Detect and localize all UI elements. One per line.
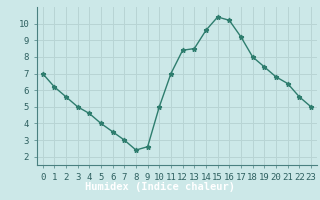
Text: Humidex (Indice chaleur): Humidex (Indice chaleur): [85, 182, 235, 192]
